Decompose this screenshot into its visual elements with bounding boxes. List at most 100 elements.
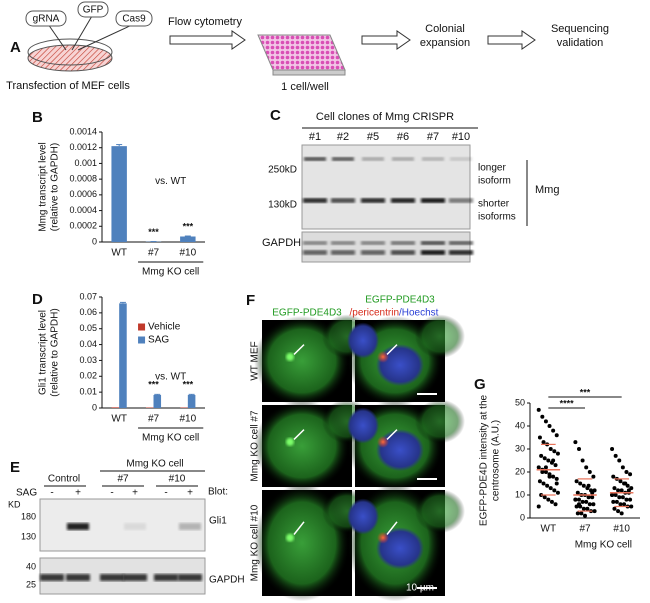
dot	[591, 474, 596, 479]
dot	[613, 453, 618, 458]
dot	[541, 481, 546, 486]
arrow	[386, 344, 398, 355]
dot	[612, 486, 617, 491]
marker-label: 130	[21, 531, 36, 541]
y-tick-label: 10	[515, 489, 525, 499]
dot	[581, 506, 586, 511]
dot	[539, 453, 544, 458]
legend-swatch	[138, 323, 146, 331]
stain-label: /pericentrin	[350, 308, 399, 319]
scale-label: 10 µm	[406, 583, 434, 594]
dot	[553, 502, 558, 507]
band	[66, 574, 90, 581]
sign-label: -	[50, 488, 53, 499]
lane-label: #6	[397, 131, 409, 143]
centrosome	[377, 531, 389, 544]
dot	[592, 509, 597, 514]
band	[178, 574, 202, 581]
dot	[584, 499, 589, 504]
dot	[555, 451, 560, 456]
dot	[584, 465, 589, 470]
dot	[554, 433, 559, 438]
sign-label: +	[75, 488, 81, 499]
group-label: Mmg KO cell	[126, 459, 183, 470]
sign-label: +	[187, 488, 193, 499]
dot	[610, 447, 615, 451]
plate	[257, 34, 346, 71]
dot	[548, 486, 553, 491]
dot	[618, 479, 623, 484]
y-tick-label: 0.06	[79, 307, 97, 317]
micrographs	[254, 314, 465, 602]
dot	[540, 414, 545, 419]
y-axis-label: Mmg transcript level	[38, 142, 49, 231]
bubble	[25, 10, 67, 27]
dot	[616, 488, 621, 493]
band	[361, 250, 385, 255]
dot	[575, 511, 580, 516]
dot	[543, 470, 548, 474]
arrow	[47, 23, 67, 51]
dot	[624, 497, 629, 502]
legend-label: SAG	[148, 335, 169, 346]
marker-label: 250kD	[268, 165, 297, 176]
dot	[617, 495, 622, 500]
step-label: expansion	[420, 37, 470, 49]
panel-label: F	[246, 292, 255, 309]
band	[362, 157, 384, 161]
step-label: 1 cell/well	[281, 81, 329, 93]
x-tick-label: WT	[111, 248, 127, 259]
panel-label: C	[270, 107, 281, 124]
row-label: Mmg KO cell #7	[250, 410, 261, 482]
input-label: Cas9	[122, 14, 146, 25]
y-tick-label: 0.0008	[69, 174, 97, 184]
dot	[620, 495, 625, 500]
y-tick-label: 30	[515, 443, 525, 453]
dot	[551, 428, 556, 433]
nucleus	[347, 498, 379, 535]
step-label: Flow cytometry	[168, 16, 242, 28]
panel-label: E	[10, 459, 20, 476]
x-tick-label: WT	[541, 524, 557, 535]
protein-label: Gli1	[209, 516, 227, 527]
cell	[415, 489, 465, 534]
dot	[553, 463, 558, 468]
lane-label: #7	[427, 131, 439, 143]
centrosome	[377, 350, 389, 363]
nucleus	[347, 407, 379, 444]
dot	[628, 472, 633, 477]
y-tick-label: 40	[515, 420, 525, 430]
band-label: isoform	[478, 176, 511, 187]
dot	[575, 490, 580, 495]
dot	[610, 493, 615, 497]
band	[67, 523, 89, 530]
y-tick-label: 0	[92, 236, 97, 246]
y-tick-label: 0.0004	[69, 205, 97, 215]
dot	[586, 483, 591, 488]
band	[331, 241, 355, 245]
arrow	[77, 23, 135, 51]
dot	[612, 506, 617, 511]
lane-label: #2	[337, 131, 349, 143]
band	[392, 157, 414, 161]
dot	[541, 440, 546, 445]
blot-heading: Blot:	[208, 487, 228, 498]
dot	[577, 497, 581, 502]
dot	[554, 476, 559, 481]
band	[391, 241, 415, 245]
nucleus	[376, 429, 424, 472]
dish	[27, 44, 113, 72]
bar	[180, 236, 196, 242]
dot	[578, 481, 583, 486]
band	[422, 157, 444, 161]
y-tick-label: 50	[515, 397, 525, 407]
step-label: validation	[557, 37, 603, 49]
protein-label: GAPDH	[209, 575, 245, 586]
significance: ****	[560, 398, 575, 408]
significance: ***	[148, 227, 159, 237]
y-tick-label: 0	[92, 402, 97, 412]
dot	[629, 504, 634, 509]
band	[332, 157, 354, 161]
y-tick-label: 0.001	[74, 158, 97, 168]
band	[100, 574, 124, 581]
